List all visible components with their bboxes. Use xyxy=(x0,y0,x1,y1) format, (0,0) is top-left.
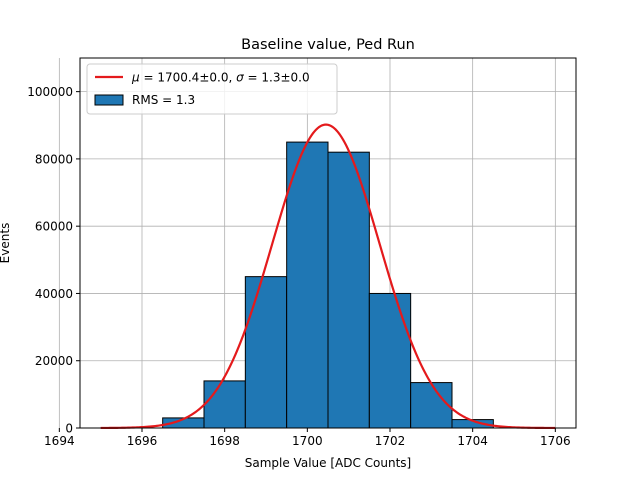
legend-sigma-value: = 1.3±0.0 xyxy=(244,71,310,85)
histogram-bar xyxy=(327,151,370,429)
y-tick-label: 0 xyxy=(65,422,73,436)
y-tick-label: 20000 xyxy=(35,354,73,368)
legend-histogram-swatch xyxy=(94,94,124,106)
x-axis-ticks: 1694 1696 1698 1700 1702 1704 1706 xyxy=(44,428,571,448)
x-tick-label: 1702 xyxy=(375,434,406,448)
legend: μ = 1700.4±0.0, σ = 1.3±0.0 RMS = 1.3 xyxy=(86,63,338,115)
legend-histogram-label: RMS = 1.3 xyxy=(132,93,195,107)
y-tick-label: 80000 xyxy=(35,152,73,166)
legend-mu-value: = 1700.4±0.0, xyxy=(140,71,236,85)
x-tick-label: 1700 xyxy=(292,434,323,448)
x-tick-label: 1696 xyxy=(127,434,158,448)
histogram-bar xyxy=(410,382,453,429)
y-axis-ticks: 0 20000 40000 60000 80000 100000 xyxy=(27,85,80,436)
plot-frame xyxy=(79,57,577,429)
histogram-bar xyxy=(203,380,246,429)
histogram-bar xyxy=(368,292,412,429)
chart-title: Baseline value, Ped Run xyxy=(241,37,415,53)
legend-fit-label: μ = 1700.4±0.0, σ = 1.3±0.0 xyxy=(131,71,310,85)
y-tick-label: 60000 xyxy=(35,220,73,234)
y-axis-label: Events xyxy=(0,223,12,264)
histogram-bars xyxy=(162,141,494,429)
x-tick-label: 1706 xyxy=(540,434,571,448)
legend-mu-symbol: μ xyxy=(131,71,140,85)
histogram-bar xyxy=(244,276,288,429)
legend-box xyxy=(86,63,338,115)
histogram-bar xyxy=(286,141,329,429)
y-tick-label: 100000 xyxy=(27,85,73,99)
x-tick-label: 1704 xyxy=(457,434,488,448)
legend-sigma-symbol: σ xyxy=(236,71,244,85)
x-tick-label: 1698 xyxy=(209,434,240,448)
gaussian-fit xyxy=(100,123,556,430)
fit-curve xyxy=(100,123,556,430)
x-tick-label: 1694 xyxy=(44,434,75,448)
x-axis-label: Sample Value [ADC Counts] xyxy=(245,456,411,470)
y-tick-label: 40000 xyxy=(35,287,73,301)
